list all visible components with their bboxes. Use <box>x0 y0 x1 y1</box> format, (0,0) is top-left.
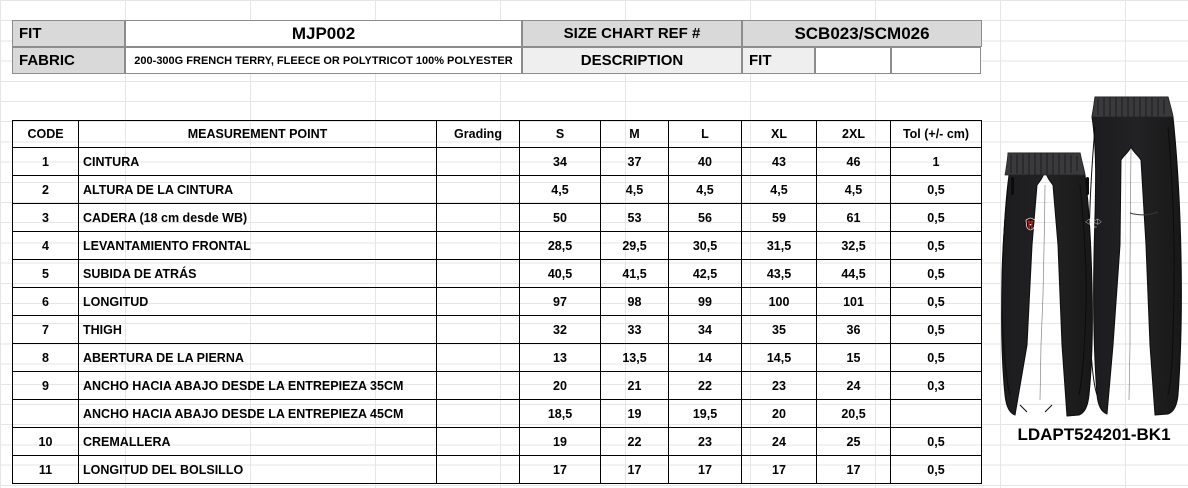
svg-text:umbro: umbro <box>1090 227 1097 229</box>
